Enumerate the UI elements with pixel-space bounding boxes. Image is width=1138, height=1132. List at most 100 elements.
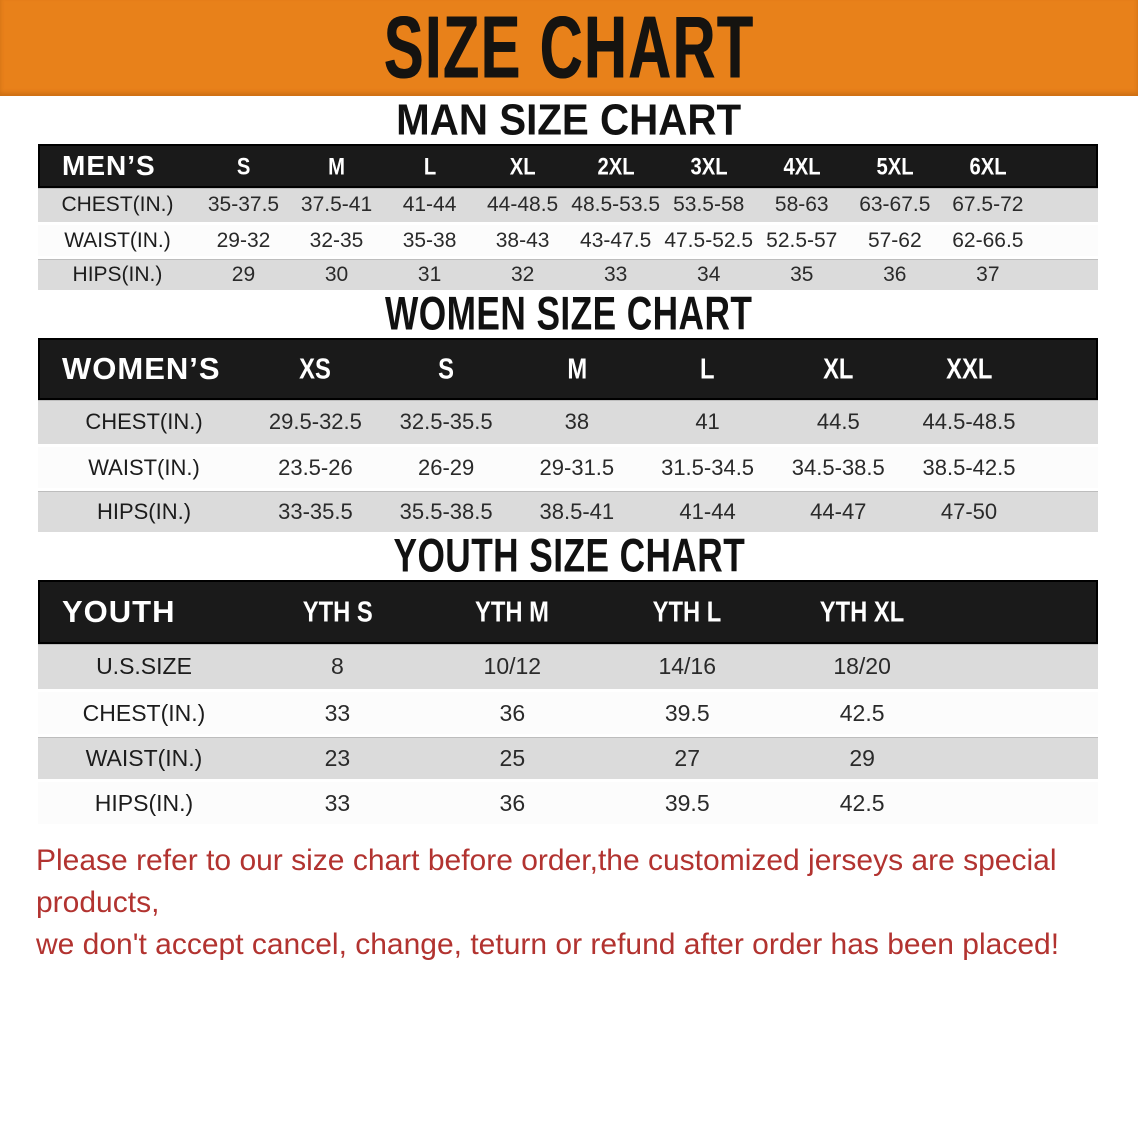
- size-column-header: 2XL: [569, 144, 663, 188]
- spacer-cell: [1034, 144, 1098, 188]
- size-value-cell: 38.5-42.5: [903, 444, 1035, 488]
- size-value-cell: 44-47: [772, 488, 904, 532]
- size-value-cell: 39.5: [599, 689, 775, 734]
- size-value-cell: 29: [774, 734, 950, 779]
- size-value-cell: 25: [424, 734, 600, 779]
- size-value-cell: 67.5-72: [941, 188, 1035, 222]
- row-label: WAIST(IN.): [38, 444, 251, 488]
- size-value-cell: 35-37.5: [196, 188, 290, 222]
- youth-section-heading: YOUTH SIZE CHART: [393, 529, 745, 582]
- page-title: SIZE CHART: [383, 0, 755, 97]
- size-column-header: XL: [772, 338, 904, 400]
- size-value-cell: 29.5-32.5: [250, 400, 381, 444]
- measurement-row-hips: HIPS(IN.) 33 36 39.5 42.5: [38, 779, 1098, 824]
- youth-table-label: YOUTH: [38, 580, 250, 644]
- size-value-cell: 14/16: [599, 644, 775, 689]
- size-value-cell: 48.5-53.5: [569, 188, 663, 222]
- women-section-heading: WOMEN SIZE CHART: [385, 287, 753, 340]
- spacer-cell: [949, 644, 1098, 689]
- size-value-cell: 44.5-48.5: [903, 400, 1035, 444]
- size-value-cell: 32-35: [290, 222, 384, 256]
- youth-size-table: YOUTH YTH S YTH M YTH L YTH XL U.S.SIZE …: [38, 580, 1098, 824]
- size-value-cell: 44.5: [772, 400, 904, 444]
- size-value-cell: 29: [196, 256, 290, 290]
- size-value-cell: 8: [250, 644, 425, 689]
- size-column-header: XS: [250, 338, 381, 400]
- row-label: HIPS(IN.): [38, 256, 197, 290]
- size-value-cell: 29-32: [196, 222, 290, 256]
- spacer-cell: [1034, 338, 1098, 400]
- size-value-cell: 36: [424, 689, 600, 734]
- size-value-cell: 47.5-52.5: [662, 222, 756, 256]
- mens-table-label: MEN’S: [38, 144, 197, 188]
- measurement-row-hips: HIPS(IN.) 33-35.5 35.5-38.5 38.5-41 41-4…: [38, 488, 1098, 532]
- size-value-cell: 36: [848, 256, 942, 290]
- womens-header-row: WOMEN’S XS S M L XL XXL: [38, 338, 1098, 400]
- size-value-cell: 57-62: [848, 222, 942, 256]
- size-column-header: 5XL: [848, 144, 942, 188]
- spacer-cell: [949, 779, 1098, 824]
- womens-size-table: WOMEN’S XS S M L XL XXL CHEST(IN.) 29.5-…: [38, 338, 1098, 532]
- size-value-cell: 30: [290, 256, 384, 290]
- spacer-cell: [1034, 256, 1098, 290]
- policy-line-2: we don't accept cancel, change, teturn o…: [36, 928, 1060, 961]
- size-value-cell: 34: [662, 256, 756, 290]
- size-value-cell: 23.5-26: [250, 444, 381, 488]
- row-label: U.S.SIZE: [38, 644, 250, 689]
- measurement-row-chest: CHEST(IN.) 29.5-32.5 32.5-35.5 38 41 44.…: [38, 400, 1098, 444]
- size-value-cell: 41-44: [642, 488, 773, 532]
- measurement-row-waist: WAIST(IN.) 29-32 32-35 35-38 38-43 43-47…: [38, 222, 1098, 256]
- size-value-cell: 18/20: [774, 644, 950, 689]
- spacer-cell: [1034, 444, 1098, 488]
- size-value-cell: 62-66.5: [941, 222, 1035, 256]
- size-value-cell: 27: [599, 734, 775, 779]
- spacer-cell: [949, 689, 1098, 734]
- size-column-header: S: [380, 338, 512, 400]
- row-label: WAIST(IN.): [38, 734, 250, 779]
- row-label: HIPS(IN.): [38, 488, 251, 532]
- size-column-header: XL: [476, 144, 570, 188]
- womens-table-label: WOMEN’S: [38, 338, 251, 400]
- size-value-cell: 42.5: [774, 689, 950, 734]
- spacer-cell: [1034, 188, 1098, 222]
- size-column-header: 6XL: [941, 144, 1035, 188]
- size-column-header: YTH S: [250, 580, 425, 644]
- size-value-cell: 31.5-34.5: [642, 444, 773, 488]
- row-label: HIPS(IN.): [38, 779, 250, 824]
- size-value-cell: 58-63: [755, 188, 849, 222]
- size-value-cell: 29-31.5: [511, 444, 643, 488]
- size-value-cell: 23: [250, 734, 425, 779]
- spacer-cell: [1034, 222, 1098, 256]
- size-value-cell: 38: [511, 400, 643, 444]
- row-label: WAIST(IN.): [38, 222, 197, 256]
- size-value-cell: 52.5-57: [755, 222, 849, 256]
- size-value-cell: 44-48.5: [476, 188, 570, 222]
- measurement-row-hips: HIPS(IN.) 29 30 31 32 33 34 35 36 37: [38, 256, 1098, 290]
- size-value-cell: 31: [383, 256, 477, 290]
- row-label: CHEST(IN.): [38, 188, 197, 222]
- measurement-row-ussize: U.S.SIZE 8 10/12 14/16 18/20: [38, 644, 1098, 689]
- measurement-row-waist: WAIST(IN.) 23.5-26 26-29 29-31.5 31.5-34…: [38, 444, 1098, 488]
- size-value-cell: 26-29: [380, 444, 512, 488]
- size-column-header: M: [511, 338, 643, 400]
- size-value-cell: 35: [755, 256, 849, 290]
- size-value-cell: 37: [941, 256, 1035, 290]
- size-value-cell: 43-47.5: [569, 222, 663, 256]
- order-policy-note: Please refer to our size chart before or…: [0, 840, 1138, 966]
- size-value-cell: 41: [642, 400, 773, 444]
- measurement-row-chest: CHEST(IN.) 33 36 39.5 42.5: [38, 689, 1098, 734]
- policy-line-1: Please refer to our size chart before or…: [36, 844, 1057, 919]
- spacer-cell: [1034, 488, 1098, 532]
- size-value-cell: 38-43: [476, 222, 570, 256]
- size-value-cell: 33: [250, 689, 425, 734]
- banner: SIZE CHART: [0, 0, 1138, 97]
- spacer-cell: [949, 580, 1098, 644]
- size-column-header: S: [196, 144, 290, 188]
- mens-size-table: MEN’S S M L XL 2XL 3XL 4XL 5XL 6XL CHEST…: [38, 144, 1098, 290]
- size-value-cell: 32: [476, 256, 570, 290]
- size-column-header: L: [642, 338, 773, 400]
- size-value-cell: 34.5-38.5: [772, 444, 904, 488]
- size-value-cell: 33: [569, 256, 663, 290]
- measurement-row-chest: CHEST(IN.) 35-37.5 37.5-41 41-44 44-48.5…: [38, 188, 1098, 222]
